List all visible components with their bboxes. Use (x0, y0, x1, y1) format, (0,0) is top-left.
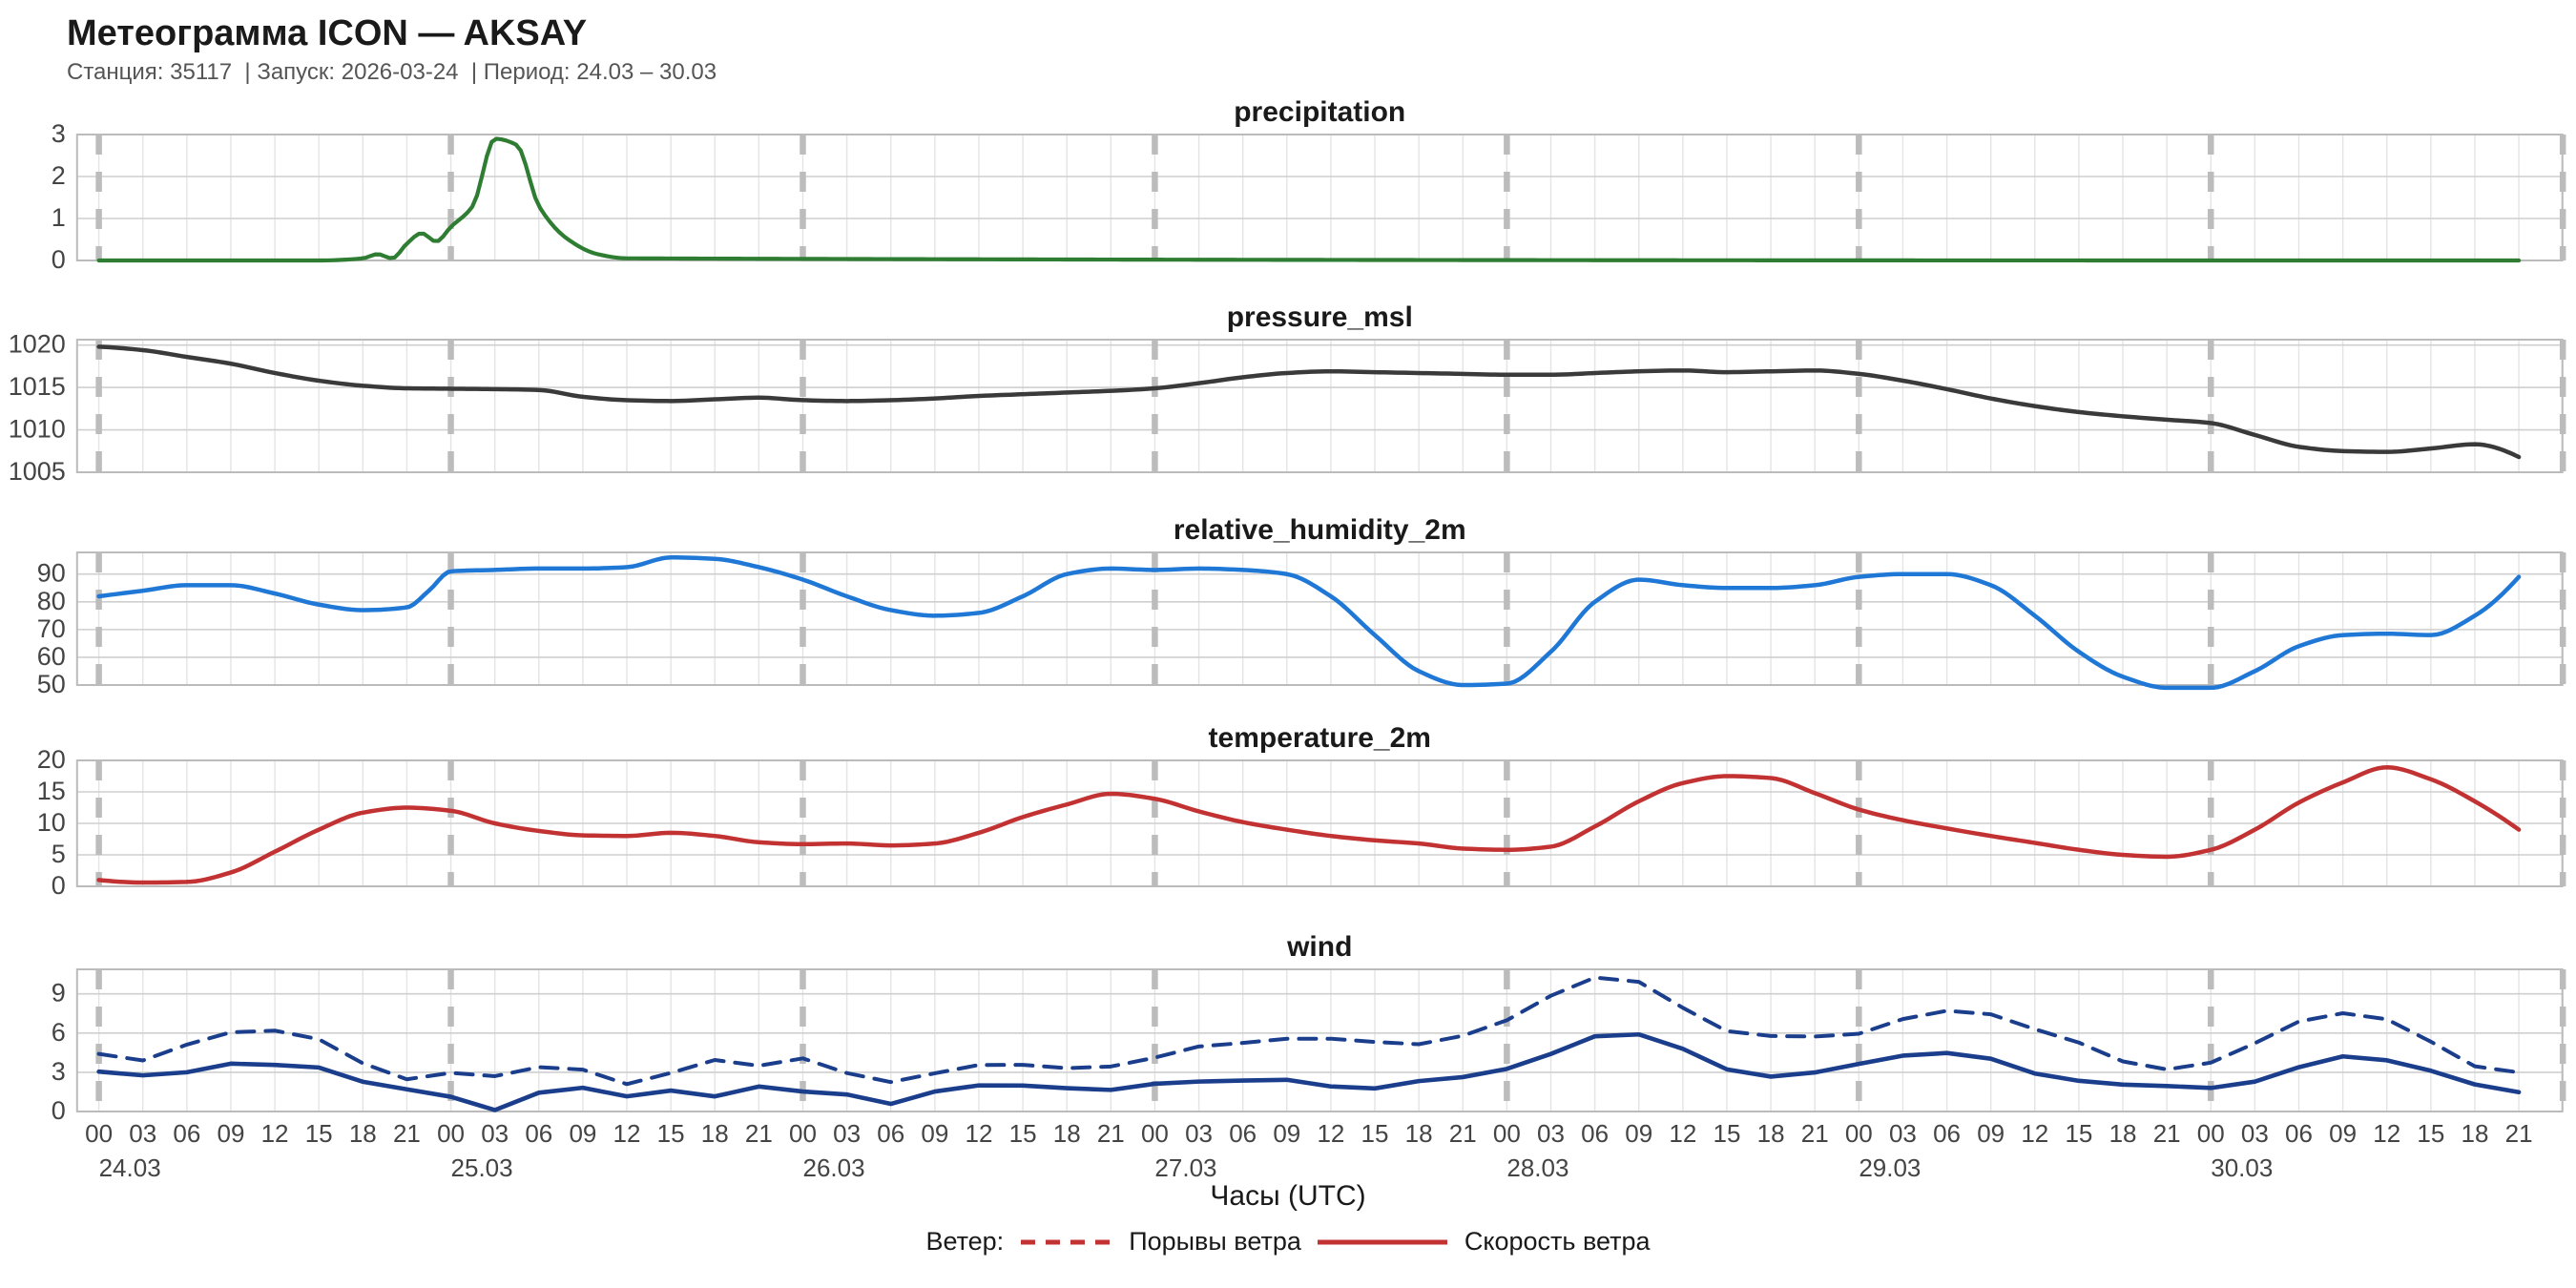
svg-text:18: 18 (2462, 1119, 2489, 1148)
svg-text:09: 09 (921, 1119, 948, 1148)
svg-text:25.03: 25.03 (451, 1153, 513, 1182)
svg-text:03: 03 (481, 1119, 509, 1148)
svg-text:0: 0 (52, 245, 66, 274)
svg-text:21: 21 (745, 1119, 773, 1148)
svg-text:03: 03 (1185, 1119, 1213, 1148)
svg-text:12: 12 (1317, 1119, 1344, 1148)
svg-text:12: 12 (1669, 1119, 1696, 1148)
svg-text:3: 3 (52, 1057, 66, 1086)
svg-text:27.03: 27.03 (1154, 1153, 1216, 1182)
svg-text:pressure_msl: pressure_msl (1227, 301, 1413, 333)
svg-text:0: 0 (52, 1096, 66, 1125)
svg-text:00: 00 (85, 1119, 113, 1148)
svg-text:15: 15 (1009, 1119, 1037, 1148)
svg-text:9: 9 (52, 979, 66, 1008)
svg-text:09: 09 (1977, 1119, 2005, 1148)
svg-text:20: 20 (37, 745, 66, 774)
svg-text:60: 60 (37, 642, 66, 671)
svg-text:80: 80 (37, 587, 66, 615)
svg-text:18: 18 (349, 1119, 377, 1148)
svg-text:2: 2 (52, 161, 66, 190)
svg-text:90: 90 (37, 559, 66, 588)
svg-text:06: 06 (173, 1119, 200, 1148)
svg-text:15: 15 (305, 1119, 333, 1148)
svg-text:03: 03 (129, 1119, 156, 1148)
svg-text:5: 5 (52, 840, 66, 868)
svg-text:03: 03 (1889, 1119, 1917, 1148)
svg-text:00: 00 (437, 1119, 465, 1148)
svg-text:18: 18 (701, 1119, 729, 1148)
svg-text:06: 06 (1229, 1119, 1257, 1148)
svg-text:00: 00 (1493, 1119, 1521, 1148)
svg-text:21: 21 (2153, 1119, 2181, 1148)
svg-text:21: 21 (1449, 1119, 1477, 1148)
svg-text:1: 1 (52, 203, 66, 232)
svg-text:28.03: 28.03 (1506, 1153, 1568, 1182)
svg-text:12: 12 (965, 1119, 992, 1148)
svg-text:00: 00 (1845, 1119, 1873, 1148)
svg-text:03: 03 (2241, 1119, 2269, 1148)
svg-text:09: 09 (569, 1119, 596, 1148)
svg-text:26.03: 26.03 (802, 1153, 864, 1182)
svg-text:06: 06 (877, 1119, 904, 1148)
svg-text:12: 12 (2373, 1119, 2400, 1148)
svg-text:09: 09 (1625, 1119, 1652, 1148)
svg-text:09: 09 (2329, 1119, 2357, 1148)
svg-text:21: 21 (1097, 1119, 1125, 1148)
svg-text:18: 18 (2109, 1119, 2137, 1148)
svg-text:15: 15 (1714, 1119, 1741, 1148)
svg-text:09: 09 (217, 1119, 244, 1148)
svg-text:30.03: 30.03 (2211, 1153, 2273, 1182)
svg-text:70: 70 (37, 614, 66, 643)
svg-text:06: 06 (525, 1119, 552, 1148)
svg-text:12: 12 (613, 1119, 641, 1148)
svg-text:29.03: 29.03 (1859, 1153, 1921, 1182)
svg-text:24.03: 24.03 (99, 1153, 161, 1182)
svg-text:18: 18 (1405, 1119, 1433, 1148)
svg-text:1015: 1015 (9, 372, 66, 401)
svg-text:15: 15 (657, 1119, 685, 1148)
svg-text:6: 6 (52, 1018, 66, 1047)
svg-text:09: 09 (1273, 1119, 1300, 1148)
svg-text:15: 15 (1361, 1119, 1389, 1148)
svg-text:1010: 1010 (9, 415, 66, 444)
svg-text:00: 00 (789, 1119, 817, 1148)
svg-text:relative_humidity_2m: relative_humidity_2m (1174, 514, 1466, 546)
svg-text:12: 12 (2021, 1119, 2048, 1148)
svg-text:18: 18 (1757, 1119, 1785, 1148)
svg-text:0: 0 (52, 871, 66, 900)
svg-text:wind: wind (1286, 931, 1352, 963)
svg-text:1005: 1005 (9, 457, 66, 486)
svg-text:21: 21 (2505, 1119, 2533, 1148)
svg-text:03: 03 (833, 1119, 861, 1148)
svg-text:12: 12 (261, 1119, 289, 1148)
svg-text:18: 18 (1053, 1119, 1081, 1148)
svg-text:precipitation: precipitation (1234, 96, 1405, 128)
svg-text:50: 50 (37, 670, 66, 698)
svg-text:10: 10 (37, 808, 66, 837)
svg-text:00: 00 (2197, 1119, 2225, 1148)
svg-text:15: 15 (37, 777, 66, 805)
svg-text:15: 15 (2065, 1119, 2092, 1148)
svg-text:21: 21 (393, 1119, 421, 1148)
svg-text:06: 06 (1933, 1119, 1961, 1148)
svg-text:00: 00 (1141, 1119, 1169, 1148)
svg-text:06: 06 (1581, 1119, 1609, 1148)
svg-text:temperature_2m: temperature_2m (1209, 722, 1431, 754)
svg-text:03: 03 (1537, 1119, 1565, 1148)
svg-text:15: 15 (2417, 1119, 2444, 1148)
svg-text:3: 3 (52, 119, 66, 148)
svg-text:1020: 1020 (9, 330, 66, 359)
svg-text:06: 06 (2285, 1119, 2313, 1148)
svg-text:21: 21 (1801, 1119, 1829, 1148)
